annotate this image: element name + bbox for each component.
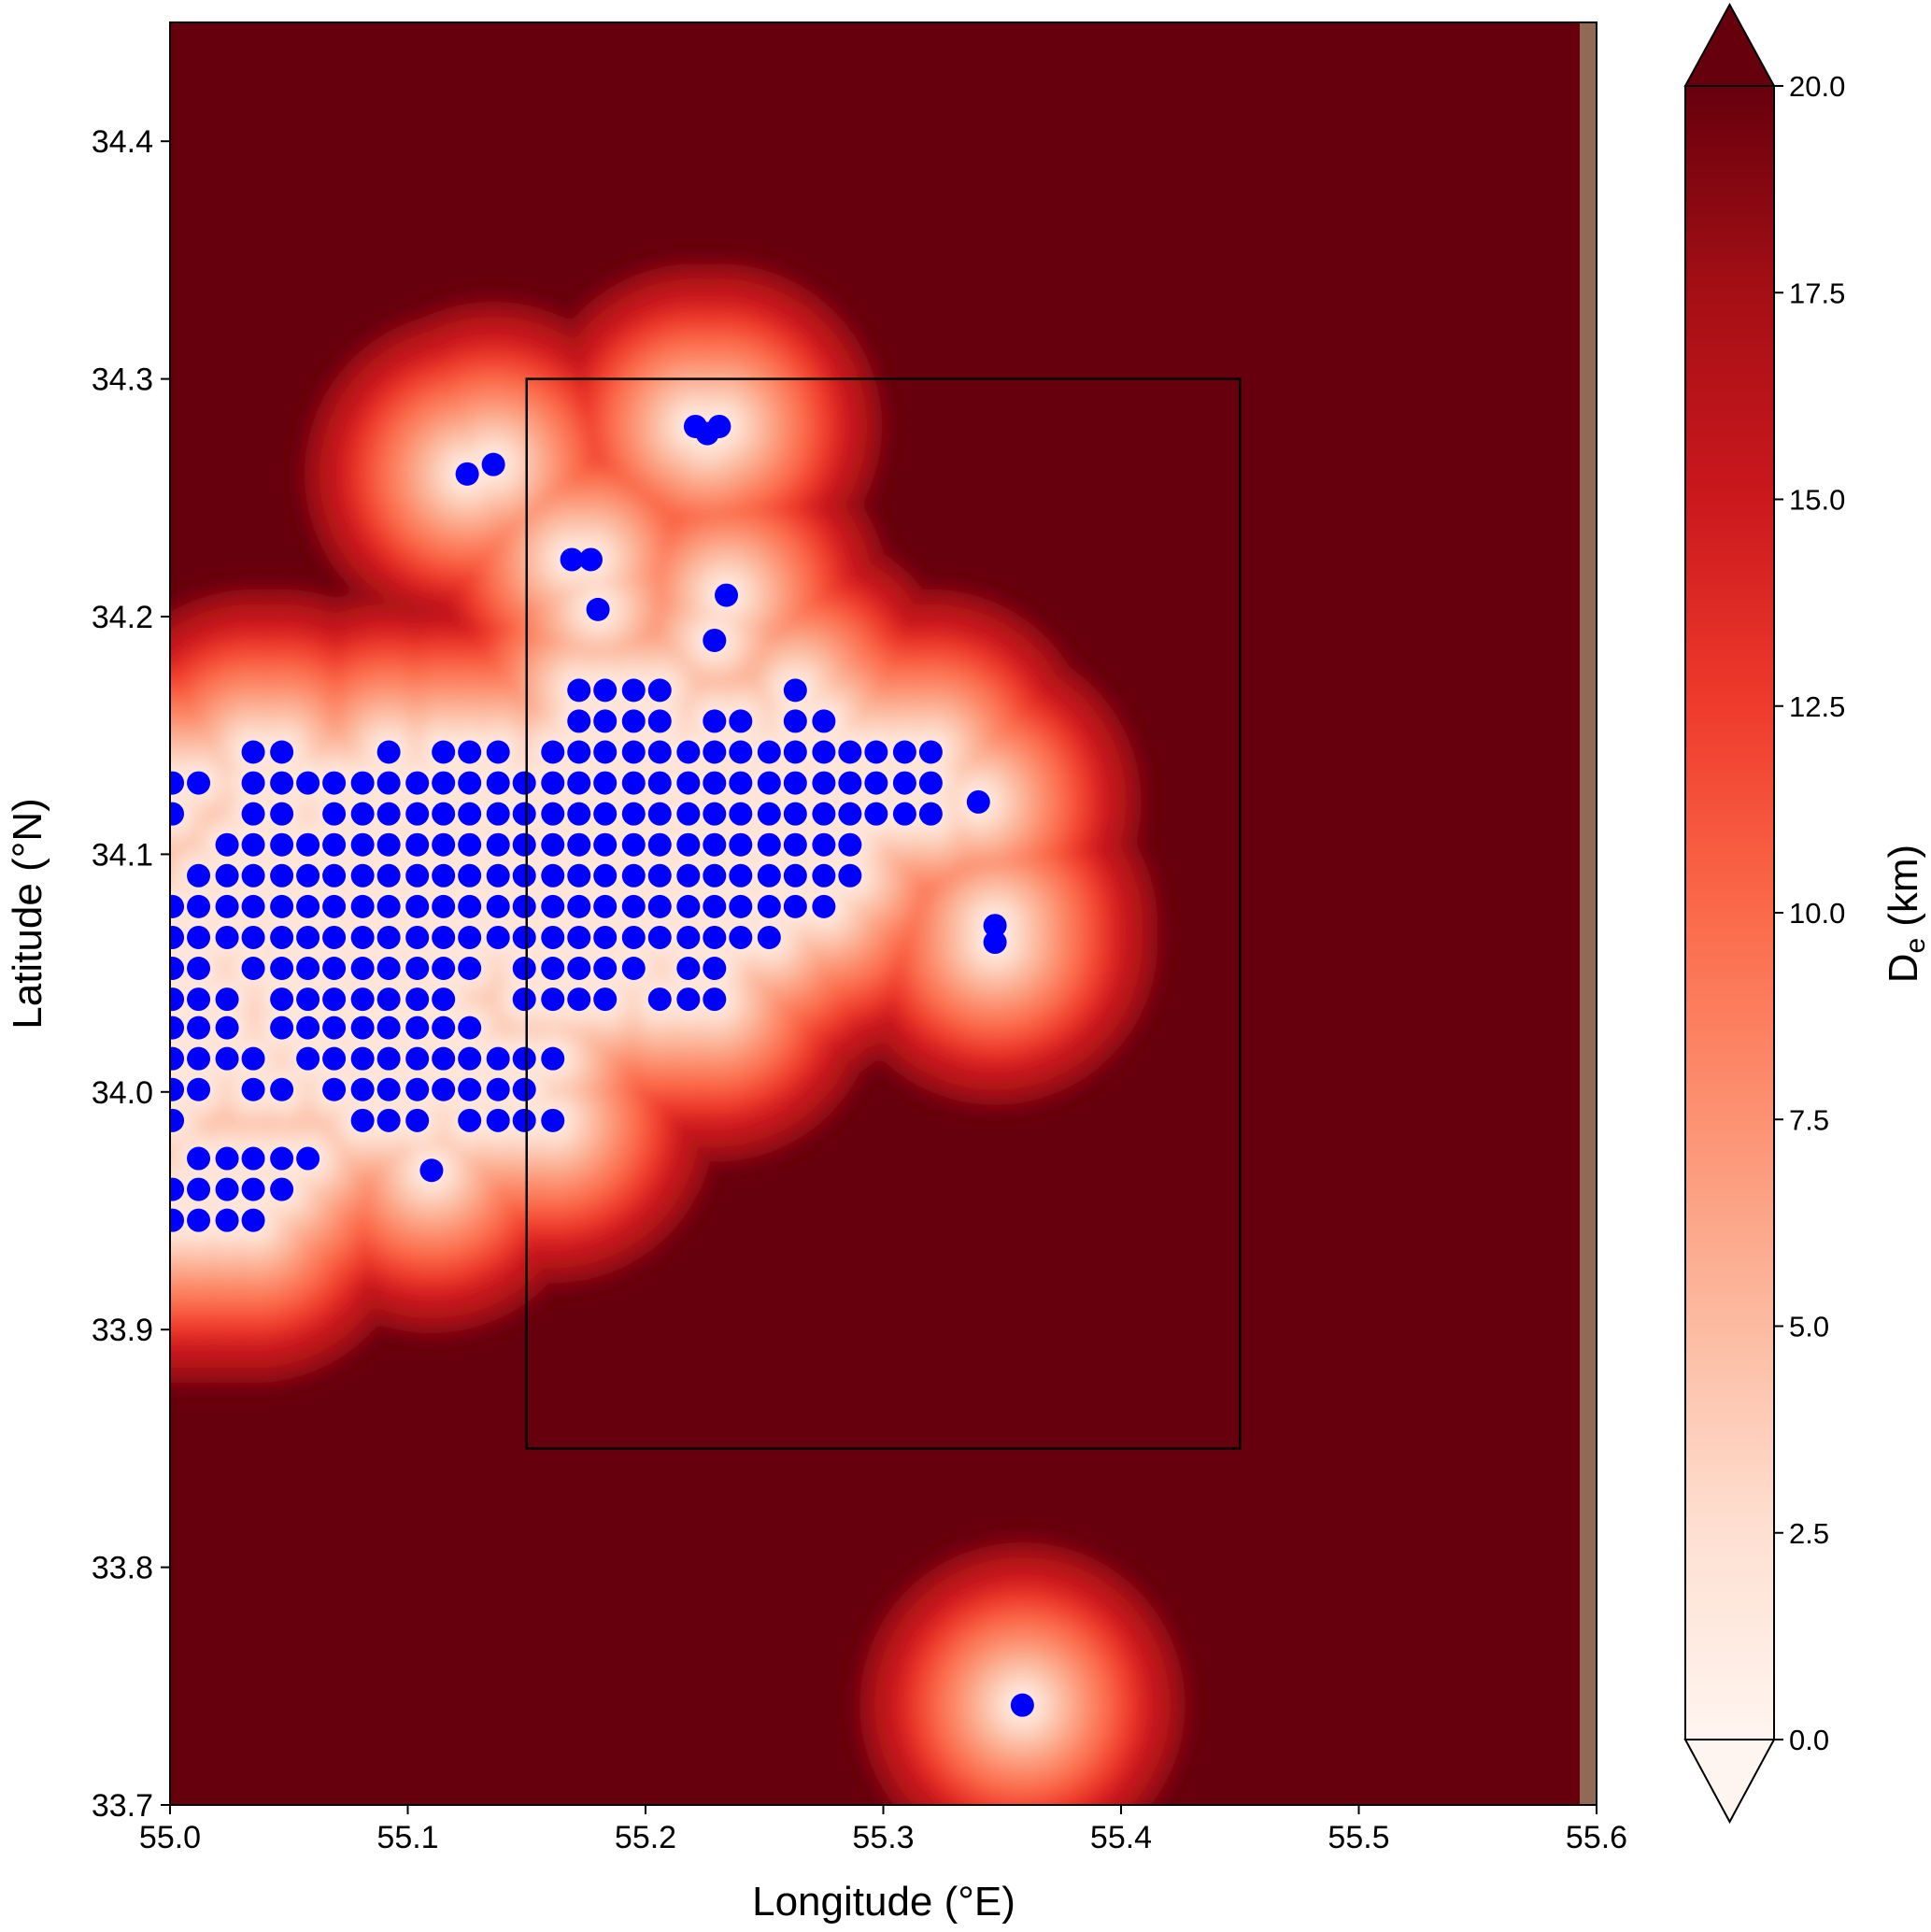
distance-field (170, 22, 1597, 1805)
